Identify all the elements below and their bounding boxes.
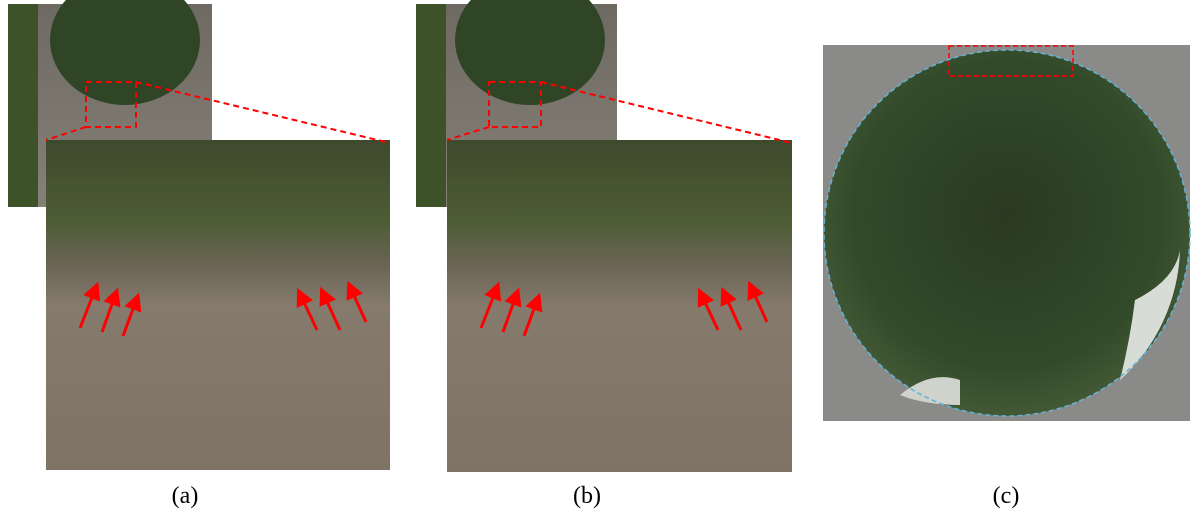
grass-strip (8, 4, 38, 207)
zoom-image (447, 140, 792, 472)
zoom-image (46, 140, 390, 470)
caption: (b) (573, 483, 601, 509)
panel-b: (b) (416, 0, 792, 509)
caption: (c) (993, 483, 1020, 509)
caption: (a) (172, 483, 199, 509)
panel-c: (c) (823, 45, 1190, 509)
figure: (a) (b) (c) (0, 0, 1200, 514)
panel-a: (a) (8, 0, 390, 509)
grass-strip (416, 4, 446, 207)
